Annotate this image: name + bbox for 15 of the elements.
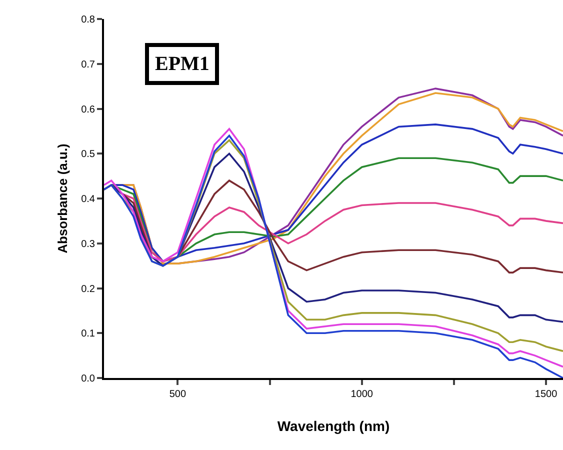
y-tick-label: 0.7	[81, 59, 96, 70]
y-tick-label: 0.0	[81, 374, 96, 384]
annotation: EPM1	[155, 53, 210, 75]
y-axis-title: Absorbance (a.u.)	[55, 144, 70, 254]
y-tick-label: 0.3	[81, 238, 96, 250]
y-tick-label: 0.2	[81, 284, 96, 295]
y-tick-label: 0.4	[81, 194, 96, 205]
y-tick-label: 0.5	[81, 149, 96, 160]
y-tick-label: 0.1	[81, 328, 96, 340]
x-axis-title: Wavelength (nm)	[277, 418, 390, 434]
x-tick-label: 1000	[350, 389, 374, 400]
y-tick-label: 0.8	[81, 14, 96, 26]
x-tick-label: 500	[169, 389, 186, 400]
y-tick-label: 0.6	[81, 104, 96, 116]
x-tick-label: 1500	[534, 389, 558, 400]
